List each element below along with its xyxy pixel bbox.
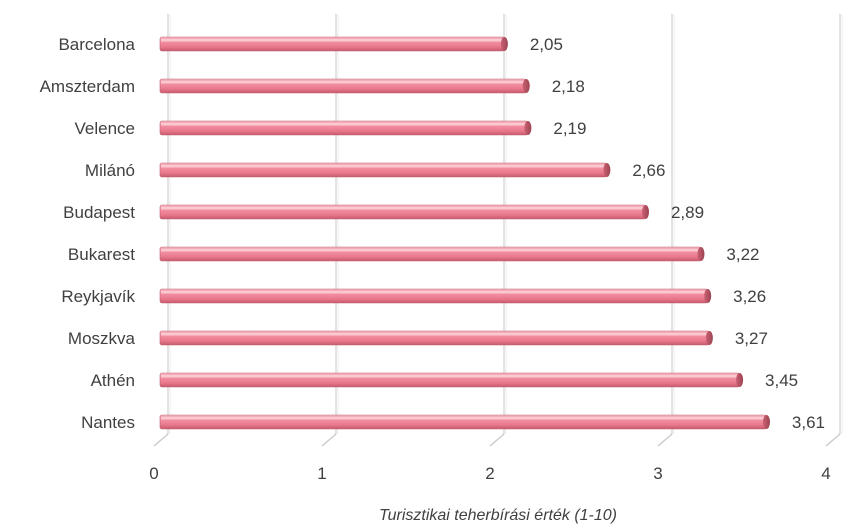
category-label: Moszkva [68,329,136,348]
labels-group: 0 1 2 3 4 Barcelona 2,05 Amszterdam 2,18 Velence 2… [40,35,831,483]
bar-end-cap [705,331,713,345]
gridline-foot [153,433,169,447]
bar-highlight [161,291,705,294]
gridline-foot [489,433,505,447]
x-tick-label: 1 [317,464,326,483]
category-label: Bukarest [68,245,135,264]
category-label: Nantes [81,413,135,432]
value-label: 3,22 [726,245,759,264]
value-label: 2,18 [552,77,585,96]
bar-end-cap [736,373,744,387]
category-label: Reykjavík [61,287,135,306]
bar-end-cap [603,163,611,177]
grid-lines [153,14,843,447]
bar-highlight [161,375,737,378]
bar-highlight [161,39,502,42]
value-label: 2,19 [553,119,586,138]
bar-highlight [161,207,643,210]
bars-group [159,36,770,430]
bar-highlight [161,165,604,168]
value-label: 2,05 [530,35,563,54]
x-tick-label: 4 [821,464,830,483]
gridline-foot [657,433,673,447]
bar-highlight [161,333,707,336]
category-label: Athén [91,371,135,390]
gridline-foot [825,433,841,447]
value-label: 3,61 [792,413,825,432]
bar-highlight [161,123,525,126]
value-label: 2,89 [671,203,704,222]
bar-end-cap [524,121,532,135]
x-tick-label: 0 [149,464,158,483]
category-label: Milánó [85,161,135,180]
value-label: 3,27 [735,329,768,348]
bar-end-cap [697,247,705,261]
x-tick-label: 2 [485,464,494,483]
x-axis-title: Turisztikai teherbírási érték (1-10) [379,507,617,524]
value-label: 3,45 [765,371,798,390]
value-label: 3,26 [733,287,766,306]
bar-highlight [161,417,764,420]
category-label: Velence [75,119,136,138]
bar-end-cap [704,289,712,303]
bar-end-cap [500,37,508,51]
category-label: Budapest [63,203,135,222]
bar-end-cap [522,79,530,93]
bar-highlight [161,81,524,84]
category-label: Barcelona [58,35,135,54]
bar-end-cap [642,205,650,219]
gridline-foot [321,433,337,447]
bar-highlight [161,249,698,252]
value-label: 2,66 [632,161,665,180]
x-tick-label: 3 [653,464,662,483]
bar-end-cap [762,415,770,429]
category-label: Amszterdam [40,77,135,96]
